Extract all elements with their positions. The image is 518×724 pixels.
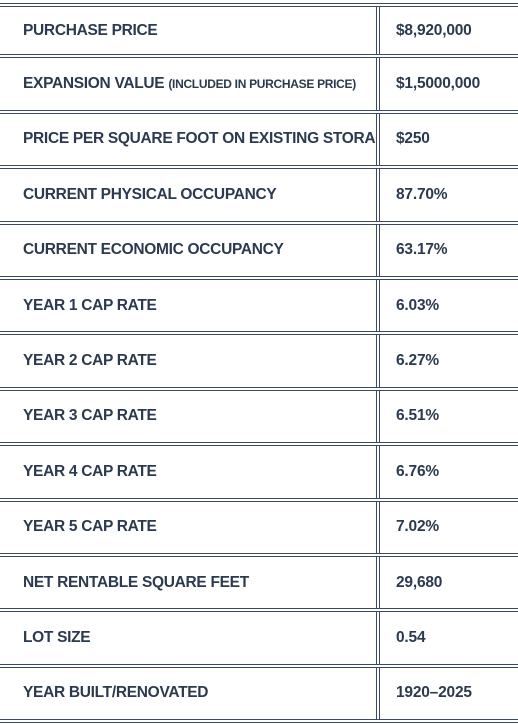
row-label: YEAR 1 CAP RATE [0, 279, 380, 332]
row-label-text: LOT SIZE [23, 628, 91, 646]
row-label: YEAR 3 CAP RATE [0, 390, 380, 443]
row-label-note: (INCLUDED IN PURCHASE PRICE) [168, 77, 356, 92]
row-label-text: PRICE PER SQUARE FOOT ON EXISTING STORAG… [23, 130, 380, 148]
row-value: $1,5000,000 [396, 75, 480, 93]
table-row-year-built-renovated: YEAR BUILT/RENOVATED 1920–2025 [0, 667, 518, 724]
row-value: 1920–2025 [396, 684, 472, 702]
row-label: YEAR 2 CAP RATE [0, 335, 380, 387]
row-value: 6.03% [396, 296, 439, 314]
table-row-purchase-price: PURCHASE PRICE $8,920,000 [0, 3, 518, 59]
row-value: 6.76% [396, 462, 439, 480]
row-value: 87.70% [396, 185, 448, 203]
table-row-net-rentable-square-feet: NET RENTABLE SQUARE FEET 29,680 [0, 556, 518, 613]
row-label-text: YEAR 1 CAP RATE [23, 296, 157, 314]
table-row-lot-size: LOT SIZE 0.54 [0, 612, 518, 668]
row-label: EXPANSION VALUE (INCLUDED IN PURCHASE PR… [0, 58, 380, 110]
row-label: CURRENT ECONOMIC OCCUPANCY [0, 224, 380, 276]
row-value: $250 [396, 130, 430, 148]
row-label-text: CURRENT ECONOMIC OCCUPANCY [23, 241, 284, 259]
row-value: 63.17% [396, 241, 448, 259]
row-label: NET RENTABLE SQUARE FEET [0, 556, 380, 609]
row-label: LOT SIZE [0, 612, 380, 664]
row-value: $8,920,000 [396, 21, 472, 39]
row-value: 7.02% [396, 518, 439, 536]
table-row-year-5-cap-rate: YEAR 5 CAP RATE 7.02% [0, 501, 518, 557]
row-label-text: YEAR 3 CAP RATE [23, 407, 157, 425]
table-row-economic-occupancy: CURRENT ECONOMIC OCCUPANCY 63.17% [0, 224, 518, 280]
table-row-price-per-square-foot: PRICE PER SQUARE FOOT ON EXISTING STORAG… [0, 113, 518, 170]
row-label-text: CURRENT PHYSICAL OCCUPANCY [23, 185, 277, 203]
row-label: YEAR 5 CAP RATE [0, 501, 380, 553]
table-row-year-1-cap-rate: YEAR 1 CAP RATE 6.03% [0, 279, 518, 336]
table-row-year-2-cap-rate: YEAR 2 CAP RATE 6.27% [0, 335, 518, 391]
table-row-year-3-cap-rate: YEAR 3 CAP RATE 6.51% [0, 390, 518, 447]
row-label-text: YEAR 5 CAP RATE [23, 518, 157, 536]
row-label: PURCHASE PRICE [0, 7, 380, 55]
table-row-year-4-cap-rate: YEAR 4 CAP RATE 6.76% [0, 446, 518, 502]
row-label: YEAR 4 CAP RATE [0, 446, 380, 498]
row-label: CURRENT PHYSICAL OCCUPANCY [0, 169, 380, 221]
row-value: 0.54 [396, 628, 426, 646]
row-label-text: YEAR 4 CAP RATE [23, 462, 157, 480]
row-label-text: EXPANSION VALUE [23, 75, 165, 93]
row-label-text: YEAR BUILT/RENOVATED [23, 684, 209, 702]
row-value: 6.51% [396, 407, 439, 425]
row-value: 6.27% [396, 352, 439, 370]
row-label-text: YEAR 2 CAP RATE [23, 352, 157, 370]
table-row-physical-occupancy: CURRENT PHYSICAL OCCUPANCY 87.70% [0, 169, 518, 225]
row-label: PRICE PER SQUARE FOOT ON EXISTING STORAG… [0, 113, 380, 166]
table-row-expansion-value: EXPANSION VALUE (INCLUDED IN PURCHASE PR… [0, 58, 518, 114]
row-value: 29,680 [396, 573, 443, 591]
row-label-text: PURCHASE PRICE [23, 21, 158, 39]
row-label-text: NET RENTABLE SQUARE FEET [23, 573, 249, 591]
row-label: YEAR BUILT/RENOVATED [0, 667, 380, 720]
